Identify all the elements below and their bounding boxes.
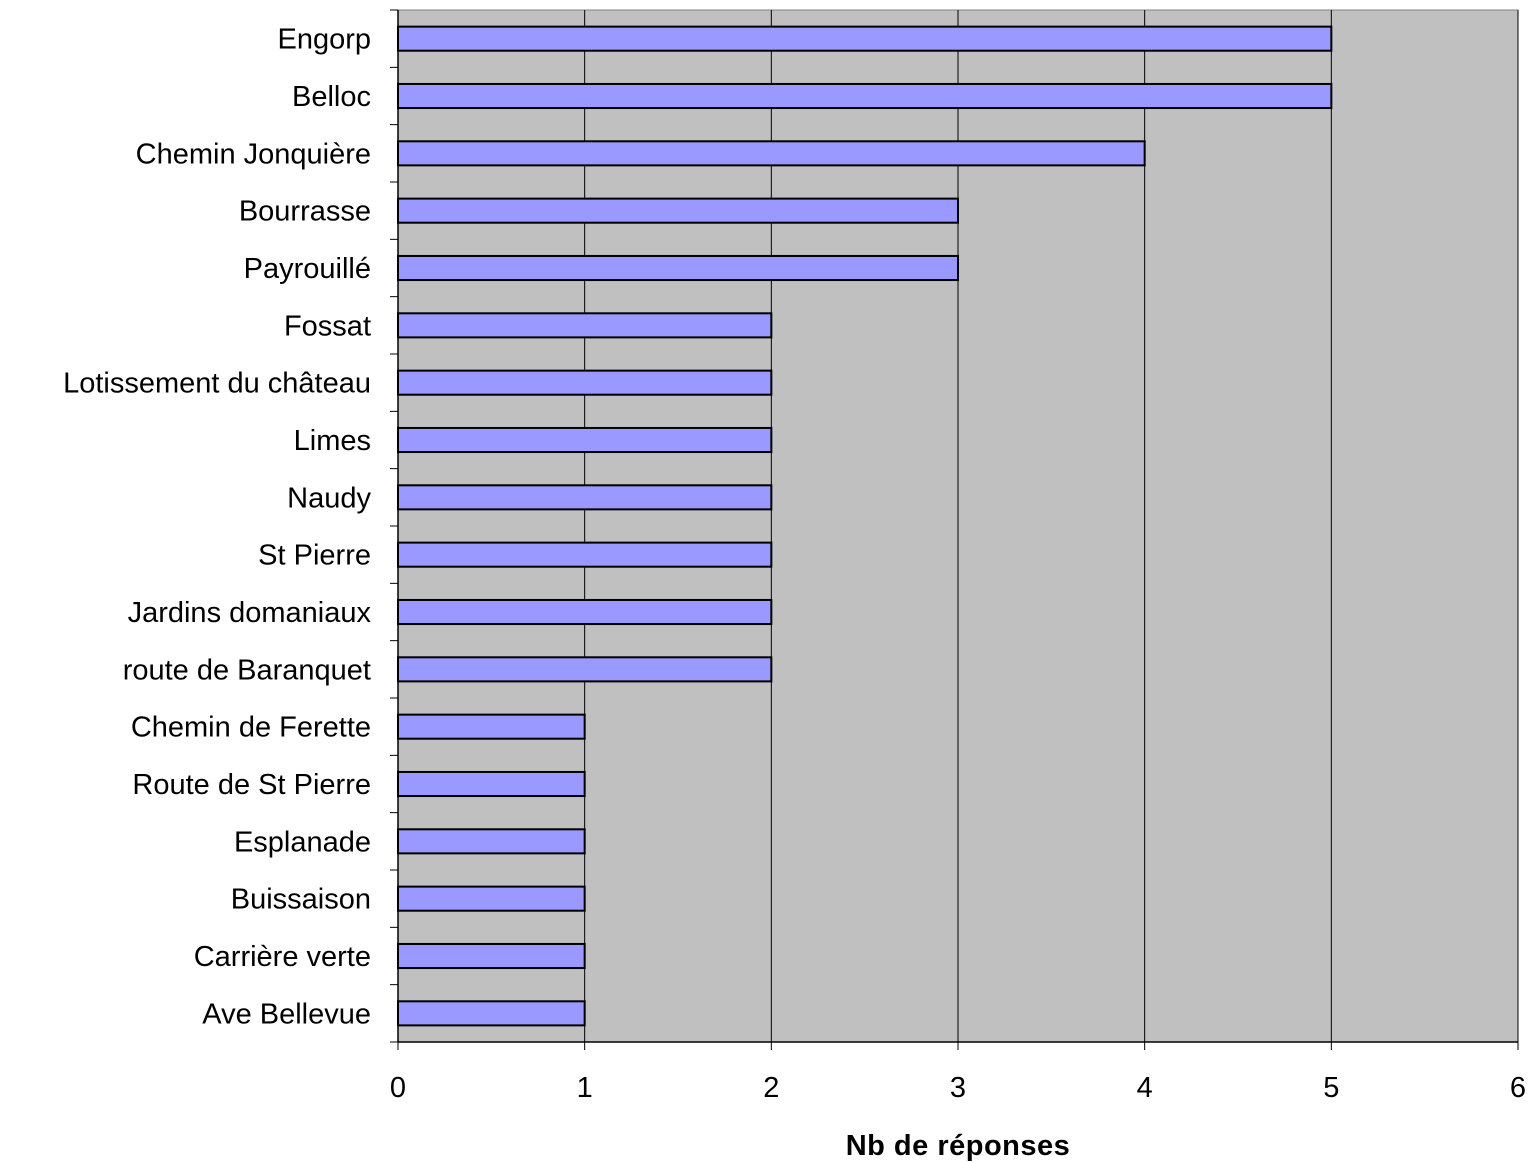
category-label: Lotissement du château <box>63 368 371 400</box>
x-tick-label: 2 <box>763 1072 779 1104</box>
category-labels: Engorp Belloc Chemin Jonquière Bourrasse Pay… <box>63 24 371 1031</box>
bar <box>397 140 1146 167</box>
category-label: Chemin de Ferette <box>131 712 371 744</box>
x-tick-labels: 0 1 2 3 4 5 6 <box>390 1072 1526 1104</box>
bar <box>397 1000 586 1027</box>
axes <box>390 9 1519 1050</box>
gridlines <box>584 10 1519 1042</box>
category-label: Buissaison <box>231 884 371 916</box>
category-label: Esplanade <box>234 826 371 858</box>
category-label: Payrouillé <box>244 253 371 285</box>
category-label: St Pierre <box>258 540 371 572</box>
category-label: Engorp <box>277 24 371 56</box>
category-label: Bourrasse <box>239 196 371 228</box>
bar <box>397 369 773 396</box>
bar <box>397 770 586 798</box>
bars <box>397 25 1333 1027</box>
x-tick-label: 4 <box>1137 1072 1153 1104</box>
category-label: Ave Bellevue <box>202 998 371 1030</box>
bar <box>397 312 773 339</box>
category-label: Naudy <box>287 482 371 514</box>
x-tick-label: 0 <box>390 1072 406 1104</box>
x-tick-label: 6 <box>1510 1072 1526 1104</box>
x-tick-label: 5 <box>1323 1072 1339 1104</box>
bar <box>397 713 586 740</box>
category-label: Belloc <box>292 81 371 113</box>
bar <box>397 942 586 970</box>
bar <box>397 484 773 511</box>
x-axis-title: Nb de réponses <box>846 1130 1071 1162</box>
x-tick-label: 1 <box>577 1072 593 1104</box>
category-label: route de Baranquet <box>123 654 371 686</box>
bar <box>397 25 1333 52</box>
bar <box>397 254 959 282</box>
bar <box>397 656 773 683</box>
category-label: Limes <box>294 425 371 457</box>
category-label: Route de St Pierre <box>132 769 371 801</box>
bar <box>397 426 773 454</box>
bar <box>397 197 959 224</box>
bar <box>397 885 586 912</box>
category-label: Jardins domaniaux <box>128 597 372 629</box>
category-label: Carrière verte <box>194 941 371 973</box>
x-tick-label: 3 <box>950 1072 966 1104</box>
bar <box>397 828 586 855</box>
bar <box>397 598 773 626</box>
bar <box>397 541 773 568</box>
bar <box>397 82 1333 110</box>
category-label: Chemin Jonquière <box>136 138 371 170</box>
category-label: Fossat <box>284 310 371 342</box>
